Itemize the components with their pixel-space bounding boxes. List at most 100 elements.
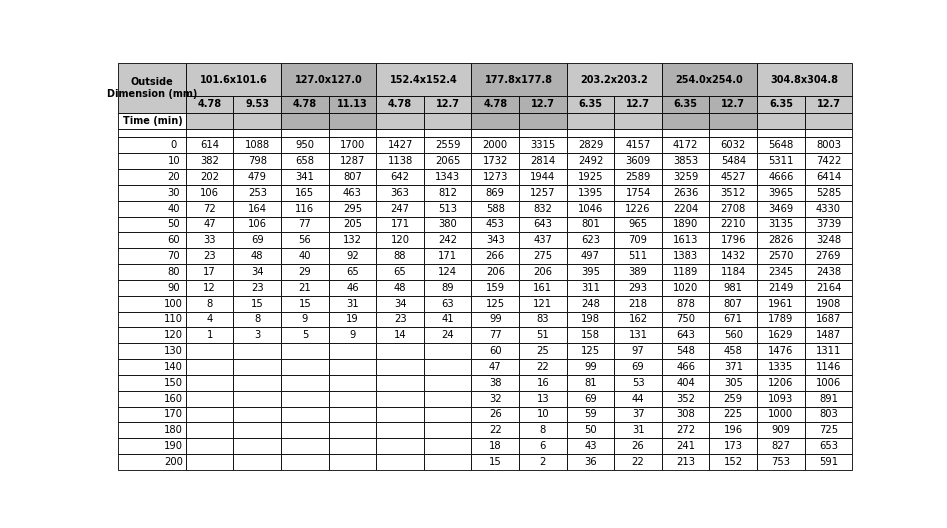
Text: 2345: 2345 bbox=[768, 267, 794, 277]
Bar bbox=[186, 391, 234, 407]
Text: 1088: 1088 bbox=[244, 140, 270, 150]
Text: 1138: 1138 bbox=[387, 156, 413, 166]
Bar bbox=[472, 169, 519, 185]
Bar bbox=[472, 63, 566, 96]
Bar bbox=[805, 169, 852, 185]
Bar bbox=[757, 280, 805, 296]
Text: 3248: 3248 bbox=[816, 235, 841, 246]
Bar bbox=[566, 137, 615, 153]
Text: 106: 106 bbox=[200, 188, 219, 198]
Text: 304.8x304.8: 304.8x304.8 bbox=[771, 74, 839, 84]
Text: 1287: 1287 bbox=[340, 156, 366, 166]
Bar bbox=[566, 63, 662, 96]
Text: 382: 382 bbox=[200, 156, 219, 166]
Bar bbox=[709, 391, 757, 407]
Bar bbox=[566, 129, 615, 137]
Bar bbox=[662, 169, 709, 185]
Text: 89: 89 bbox=[441, 283, 454, 293]
Bar bbox=[615, 201, 662, 216]
Text: 1789: 1789 bbox=[768, 315, 794, 325]
Bar bbox=[757, 296, 805, 312]
Text: 198: 198 bbox=[581, 315, 600, 325]
Text: 12.7: 12.7 bbox=[531, 99, 555, 109]
Bar bbox=[615, 137, 662, 153]
Bar bbox=[519, 113, 566, 129]
Bar bbox=[805, 327, 852, 343]
Bar bbox=[376, 248, 424, 264]
Text: 642: 642 bbox=[390, 172, 410, 182]
Bar bbox=[118, 391, 186, 407]
Bar bbox=[472, 296, 519, 312]
Text: 8: 8 bbox=[254, 315, 260, 325]
Bar bbox=[118, 343, 186, 359]
Bar bbox=[234, 438, 281, 454]
Bar bbox=[757, 248, 805, 264]
Bar bbox=[519, 359, 566, 375]
Bar bbox=[615, 264, 662, 280]
Text: 26: 26 bbox=[632, 441, 645, 451]
Text: 3: 3 bbox=[254, 331, 260, 341]
Text: 352: 352 bbox=[676, 394, 695, 403]
Text: 92: 92 bbox=[346, 251, 359, 261]
Bar bbox=[329, 201, 376, 216]
Text: 23: 23 bbox=[394, 315, 406, 325]
Bar bbox=[118, 359, 186, 375]
Bar bbox=[234, 454, 281, 470]
Bar bbox=[805, 248, 852, 264]
Text: 807: 807 bbox=[343, 172, 362, 182]
Text: 272: 272 bbox=[676, 426, 695, 435]
Text: 1961: 1961 bbox=[768, 299, 794, 309]
Bar bbox=[662, 454, 709, 470]
Text: 101.6x101.6: 101.6x101.6 bbox=[200, 74, 267, 84]
Bar bbox=[615, 438, 662, 454]
Bar bbox=[424, 113, 472, 129]
Text: 59: 59 bbox=[584, 410, 597, 419]
Text: 99: 99 bbox=[584, 362, 597, 372]
Text: 2589: 2589 bbox=[625, 172, 651, 182]
Bar bbox=[118, 327, 186, 343]
Bar bbox=[186, 454, 234, 470]
Bar bbox=[566, 407, 615, 422]
Text: 6032: 6032 bbox=[721, 140, 746, 150]
Bar bbox=[519, 264, 566, 280]
Text: 513: 513 bbox=[438, 204, 457, 214]
Bar bbox=[376, 201, 424, 216]
Bar bbox=[709, 232, 757, 248]
Bar bbox=[662, 264, 709, 280]
Text: 100: 100 bbox=[165, 299, 183, 309]
Text: 77: 77 bbox=[298, 220, 312, 230]
Bar bbox=[376, 232, 424, 248]
Bar bbox=[709, 454, 757, 470]
Text: 807: 807 bbox=[724, 299, 742, 309]
Bar bbox=[662, 113, 709, 129]
Text: 343: 343 bbox=[486, 235, 505, 246]
Text: 5285: 5285 bbox=[815, 188, 841, 198]
Text: 2204: 2204 bbox=[673, 204, 698, 214]
Bar bbox=[566, 185, 615, 201]
Text: 548: 548 bbox=[676, 346, 695, 356]
Bar bbox=[757, 407, 805, 422]
Text: 190: 190 bbox=[164, 441, 183, 451]
Bar bbox=[118, 264, 186, 280]
Text: 202: 202 bbox=[200, 172, 219, 182]
Bar bbox=[376, 312, 424, 327]
Text: 1687: 1687 bbox=[815, 315, 841, 325]
Text: 1020: 1020 bbox=[673, 283, 698, 293]
Bar bbox=[566, 438, 615, 454]
Text: 12: 12 bbox=[204, 283, 216, 293]
Bar bbox=[757, 201, 805, 216]
Bar bbox=[281, 280, 329, 296]
Bar bbox=[186, 375, 234, 391]
Bar bbox=[376, 169, 424, 185]
Bar bbox=[805, 264, 852, 280]
Bar bbox=[186, 137, 234, 153]
Bar bbox=[709, 280, 757, 296]
Bar bbox=[234, 327, 281, 343]
Bar bbox=[519, 201, 566, 216]
Text: 99: 99 bbox=[489, 315, 502, 325]
Text: 241: 241 bbox=[676, 441, 695, 451]
Bar bbox=[566, 375, 615, 391]
Bar bbox=[757, 113, 805, 129]
Text: 164: 164 bbox=[248, 204, 267, 214]
Bar bbox=[281, 359, 329, 375]
